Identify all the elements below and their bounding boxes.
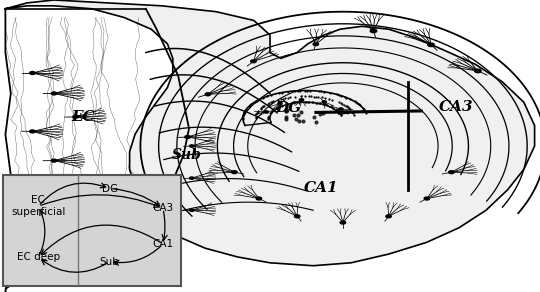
Polygon shape	[5, 0, 535, 266]
Text: CA3: CA3	[152, 204, 174, 213]
Circle shape	[424, 197, 429, 200]
Circle shape	[386, 215, 391, 218]
Circle shape	[475, 69, 481, 73]
Text: EC: EC	[72, 110, 96, 124]
Text: DG: DG	[102, 183, 118, 194]
Text: EC deep: EC deep	[17, 252, 60, 262]
Circle shape	[19, 238, 24, 241]
Circle shape	[264, 111, 268, 113]
Circle shape	[294, 215, 300, 218]
Circle shape	[185, 135, 190, 138]
Text: Sub: Sub	[100, 257, 119, 267]
Circle shape	[30, 72, 35, 74]
FancyBboxPatch shape	[3, 175, 181, 286]
Circle shape	[313, 43, 319, 46]
Circle shape	[278, 102, 282, 105]
Circle shape	[190, 209, 194, 211]
Circle shape	[30, 130, 35, 133]
Text: CA1: CA1	[304, 181, 339, 195]
Circle shape	[205, 93, 211, 96]
Circle shape	[339, 108, 343, 110]
Circle shape	[428, 43, 434, 46]
Circle shape	[370, 29, 377, 33]
Circle shape	[449, 171, 454, 174]
Circle shape	[256, 197, 262, 200]
Circle shape	[299, 99, 303, 101]
Text: CA1: CA1	[152, 239, 174, 249]
Circle shape	[232, 171, 237, 174]
Circle shape	[322, 101, 326, 103]
Circle shape	[73, 115, 78, 118]
Text: EC
superficial: EC superficial	[11, 195, 65, 217]
Bar	[3, 175, 78, 286]
Text: CA3: CA3	[439, 100, 474, 114]
Circle shape	[35, 194, 40, 197]
Circle shape	[190, 177, 194, 179]
Circle shape	[57, 226, 62, 229]
Text: Sub: Sub	[171, 148, 201, 162]
Circle shape	[51, 159, 57, 162]
Circle shape	[340, 221, 346, 224]
Text: DG: DG	[276, 101, 302, 115]
Circle shape	[190, 145, 194, 147]
Circle shape	[251, 60, 256, 63]
Circle shape	[51, 92, 57, 95]
